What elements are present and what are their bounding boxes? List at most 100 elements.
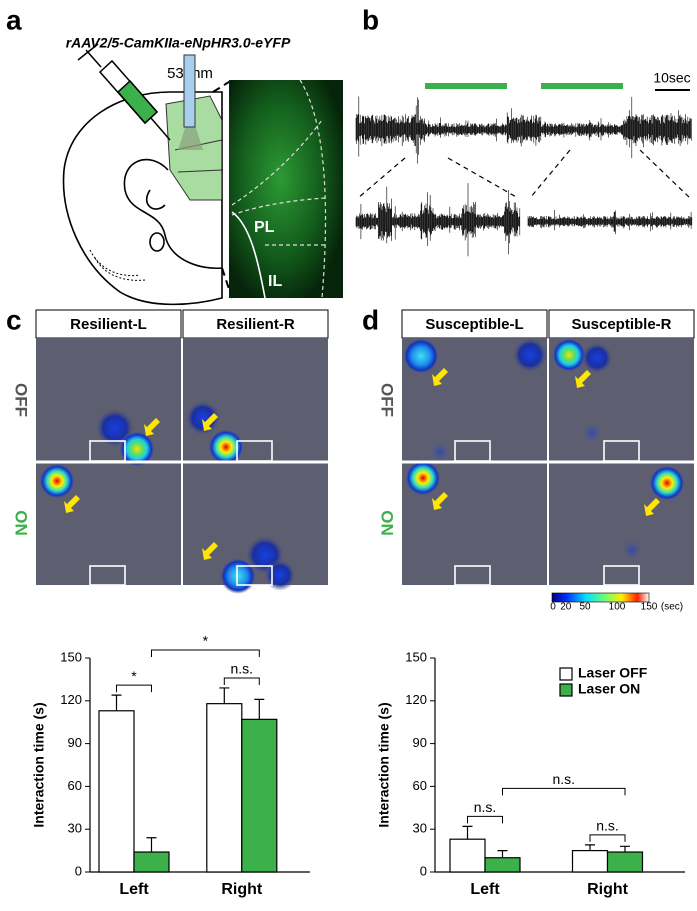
column-header-box [401, 309, 548, 339]
bar [449, 838, 486, 873]
row-label: OFF [378, 383, 397, 417]
sig-label: n.s. [596, 818, 619, 834]
row-label: ON [378, 510, 397, 536]
row-label: ON [12, 510, 31, 536]
y-tick-label: 120 [60, 692, 82, 707]
fluorescence-image: PL IL [212, 79, 343, 299]
brain-diagram [62, 91, 223, 306]
arrow [432, 492, 448, 510]
arrow [432, 368, 448, 386]
bar [606, 851, 644, 873]
x-tick-label: Right [587, 881, 629, 898]
heat-blob [580, 421, 604, 445]
y-tick-label: 150 [405, 649, 427, 664]
heat-blob [405, 460, 441, 496]
heat-blob [403, 338, 439, 374]
colorbar-tick: 50 [579, 602, 591, 613]
arrow [575, 370, 591, 388]
column-header: Susceptible-L [425, 316, 523, 333]
heat-blob [220, 558, 256, 594]
y-tick-label: 150 [60, 649, 82, 664]
colorbar-tick: 0 [550, 602, 556, 613]
column-header: Resilient-L [70, 316, 147, 333]
error-bar [111, 694, 122, 711]
laser-on-bar [541, 83, 623, 89]
scale-bar-label: 10sec [653, 70, 690, 86]
y-tick-label: 0 [420, 863, 427, 878]
panel-label: b [362, 4, 379, 35]
heat-blob [264, 559, 296, 591]
legend-label: Laser OFF [578, 665, 648, 681]
heat-blob [119, 431, 155, 467]
heat-blob [185, 400, 221, 436]
y-axis-label: Interaction time (s) [31, 702, 47, 827]
sig-bracket [151, 649, 260, 657]
region-label: IL [268, 273, 282, 290]
sig-label: * [131, 668, 137, 684]
y-tick-label: 30 [68, 821, 82, 836]
legend-label: Laser ON [578, 681, 640, 697]
panel-label: d [362, 304, 379, 335]
syringe [77, 43, 171, 141]
y-tick-label: 60 [68, 778, 82, 793]
interaction-zone [236, 565, 273, 586]
heat-blob [552, 338, 586, 372]
zoom-lines [357, 149, 691, 199]
interaction-zone [603, 565, 640, 586]
bar [484, 857, 521, 873]
panel-label: a [6, 4, 22, 35]
legend-swatch [559, 683, 573, 697]
y-tick-label: 120 [405, 692, 427, 707]
region-label: PL [254, 219, 275, 236]
sig-label: n.s. [552, 771, 575, 787]
optic-fiber [178, 54, 203, 150]
row-label: OFF [12, 383, 31, 417]
bar [133, 851, 170, 873]
heat-blob [512, 337, 548, 373]
x-tick-label: Right [221, 881, 263, 898]
trace [527, 210, 693, 235]
bar [98, 710, 135, 873]
colorbar [551, 592, 650, 603]
column-header: Resilient-R [216, 316, 295, 333]
interaction-zone [454, 565, 491, 586]
bar [571, 849, 609, 873]
colorbar-tick: 100 [609, 602, 626, 613]
sig-bracket [223, 677, 260, 685]
y-tick-label: 30 [413, 821, 427, 836]
y-tick-label: 60 [413, 778, 427, 793]
heat-blob [39, 463, 75, 499]
sig-label: * [203, 633, 209, 649]
heat-blob [208, 429, 244, 465]
error-bar [585, 844, 595, 851]
error-bar [254, 698, 265, 720]
heat-blob [581, 342, 613, 374]
bar [241, 718, 278, 873]
y-tick-label: 0 [75, 863, 82, 878]
ephys-traces [355, 96, 693, 257]
y-axis-label: Interaction time (s) [376, 702, 392, 827]
error-bar [146, 837, 157, 853]
x-tick-label: Left [470, 881, 500, 898]
interaction-zone [89, 565, 126, 586]
error-bar [462, 825, 473, 840]
construct-label: rAAV2/5-CamKIIa-eNpHR3.0-eYFP [66, 35, 291, 51]
colorbar-unit: (sec) [661, 602, 683, 613]
bar-charts: 0 30 60 90 120 150 Interaction time (s) Left Rig… [31, 633, 685, 898]
column-header: Susceptible-R [571, 316, 671, 333]
legend-swatch [559, 667, 573, 681]
bar [206, 703, 243, 873]
error-bar [620, 845, 630, 853]
sig-label: n.s. [474, 799, 497, 815]
sig-bracket [116, 684, 152, 693]
heat-blob [428, 440, 452, 464]
heatmaps: Resilient-L Resilient-R OFF ON Susceptible-L… [12, 309, 695, 613]
y-tick-label: 90 [413, 735, 427, 750]
sig-bracket [589, 834, 626, 842]
heat-blob [649, 465, 685, 501]
heat-blob [620, 538, 644, 562]
sig-label: n.s. [231, 661, 254, 677]
laser-on-bar [425, 83, 507, 89]
trace [355, 183, 521, 257]
arrow [144, 418, 160, 436]
